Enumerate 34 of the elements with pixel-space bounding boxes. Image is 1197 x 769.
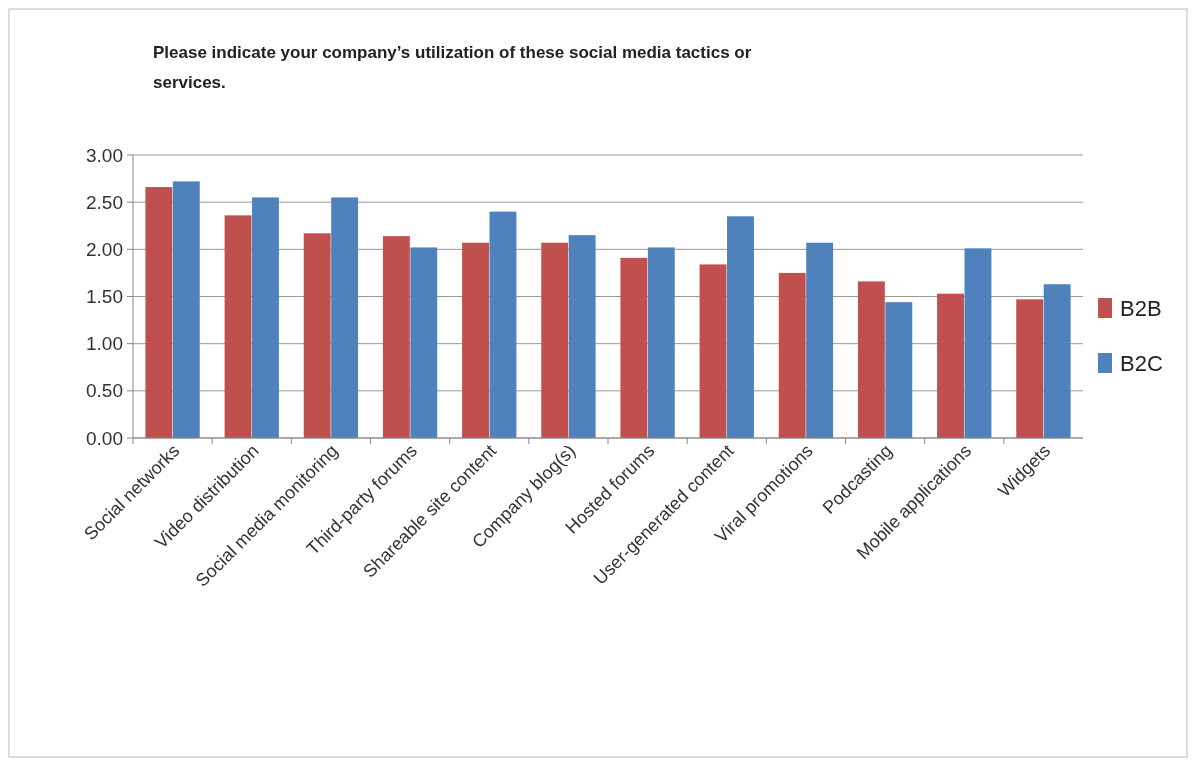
bar	[541, 242, 569, 438]
y-tick-label: 0.50	[86, 380, 123, 402]
bar	[778, 272, 806, 438]
bar	[806, 242, 834, 438]
bar	[937, 293, 964, 438]
bar	[489, 211, 517, 438]
bar	[857, 281, 885, 438]
y-tick-label: 1.50	[86, 286, 123, 308]
bar	[568, 235, 596, 438]
legend-label: B2C	[1120, 350, 1163, 376]
bar	[462, 242, 489, 438]
bar	[727, 216, 754, 438]
bar	[252, 197, 279, 438]
bar	[382, 236, 410, 438]
y-tick-label: 3.00	[86, 144, 123, 166]
bar	[647, 247, 675, 438]
chart-title: Please indicate your company’s utilization of these social media tactics or services.	[153, 43, 752, 92]
legend-label: B2B	[1120, 295, 1162, 321]
bar	[224, 215, 252, 438]
y-tick-label: 0.00	[86, 427, 123, 449]
bar	[331, 197, 359, 438]
bar	[1043, 284, 1071, 438]
y-tick-label: 2.50	[86, 191, 123, 213]
bar	[145, 187, 173, 438]
bar	[1016, 299, 1044, 438]
bar	[620, 257, 648, 438]
bar	[964, 248, 992, 438]
bar	[410, 247, 438, 438]
y-tick-label: 1.00	[86, 333, 123, 355]
bar	[172, 181, 200, 438]
bar	[885, 302, 913, 438]
y-tick-label: 2.00	[86, 238, 123, 260]
bar	[699, 264, 727, 438]
bar	[303, 233, 331, 438]
